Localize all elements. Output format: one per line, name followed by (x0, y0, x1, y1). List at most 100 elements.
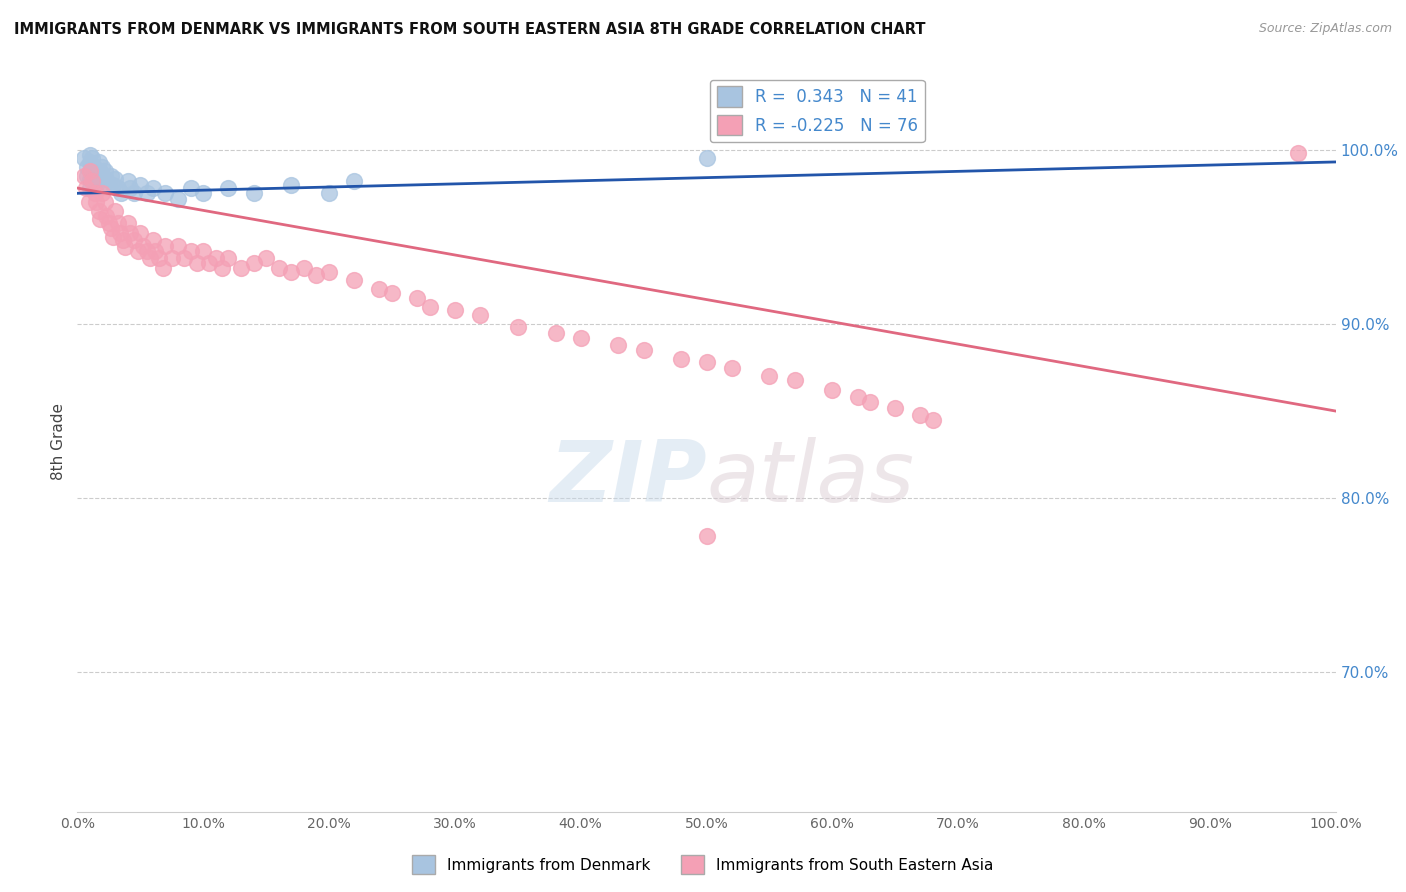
Point (79, 155, 101, 169)
Point (79, 148, 101, 162)
Point (180, 244, 202, 258)
Point (783, 373, 806, 387)
Point (633, 343, 655, 357)
Point (292, 261, 315, 276)
Point (280, 178, 302, 192)
Point (343, 273, 366, 287)
Point (94, 163, 117, 178)
Point (84, 169, 107, 183)
Point (229, 261, 252, 276)
Point (75, 181, 97, 195)
Point (191, 186, 215, 201)
Point (180, 181, 202, 195)
Point (142, 181, 165, 195)
Point (108, 227, 131, 241)
Point (152, 261, 174, 276)
Point (76, 169, 98, 183)
Point (758, 369, 780, 384)
Point (91, 186, 114, 201)
Point (204, 251, 226, 265)
Point (155, 238, 177, 252)
Point (87, 155, 110, 169)
Point (696, 152, 718, 166)
Point (910, 408, 932, 422)
Point (186, 256, 208, 270)
Point (101, 178, 124, 192)
Point (142, 233, 165, 247)
Point (191, 244, 215, 258)
Point (671, 351, 693, 366)
Point (922, 413, 945, 427)
Point (120, 181, 142, 195)
Point (72, 169, 94, 183)
Point (318, 265, 340, 279)
Point (96, 172, 118, 186)
Point (117, 216, 139, 230)
Point (89, 172, 111, 186)
Point (160, 251, 183, 265)
Text: ZIP: ZIP (548, 437, 707, 520)
Point (72, 152, 94, 166)
Point (100, 221, 122, 235)
Point (173, 251, 195, 265)
Point (84, 194, 107, 209)
Point (506, 320, 529, 334)
Point (107, 216, 129, 230)
Point (607, 338, 630, 352)
Point (569, 331, 592, 345)
Point (821, 383, 844, 397)
Point (280, 265, 302, 279)
Point (143, 244, 166, 258)
Point (696, 355, 718, 369)
Point (107, 181, 129, 195)
Point (97, 178, 120, 192)
Point (79, 181, 101, 195)
Point (135, 244, 157, 258)
Point (139, 251, 162, 265)
Point (76, 160, 98, 174)
Point (167, 238, 190, 252)
Point (127, 244, 149, 258)
Point (101, 230, 124, 244)
Point (419, 300, 441, 314)
Legend: Immigrants from Denmark, Immigrants from South Eastern Asia: Immigrants from Denmark, Immigrants from… (406, 849, 1000, 880)
Point (79, 163, 101, 178)
Point (155, 186, 177, 201)
Point (254, 251, 277, 265)
Point (381, 285, 404, 300)
Point (217, 251, 239, 265)
Point (406, 291, 429, 305)
Point (91, 169, 114, 183)
Point (83, 160, 105, 174)
Point (846, 390, 869, 404)
Point (167, 192, 190, 206)
Point (82, 152, 104, 166)
Point (94, 194, 117, 209)
Text: IMMIGRANTS FROM DENMARK VS IMMIGRANTS FROM SOUTH EASTERN ASIA 8TH GRADE CORRELAT: IMMIGRANTS FROM DENMARK VS IMMIGRANTS FR… (14, 22, 925, 37)
Point (97, 216, 120, 230)
Point (544, 326, 567, 340)
Legend: R =  0.343   N = 41, R = -0.225   N = 76: R = 0.343 N = 41, R = -0.225 N = 76 (710, 79, 925, 142)
Point (468, 308, 491, 322)
Point (104, 203, 127, 218)
Point (96, 209, 118, 223)
Point (859, 395, 882, 409)
Point (87, 203, 110, 218)
Point (79, 163, 101, 178)
Point (100, 169, 122, 183)
Point (720, 360, 742, 375)
Point (114, 240, 136, 254)
Point (368, 282, 391, 296)
Point (148, 251, 170, 265)
Point (120, 227, 142, 241)
Point (132, 238, 155, 252)
Point (117, 174, 139, 188)
Point (77, 194, 100, 209)
Text: atlas: atlas (707, 437, 914, 520)
Point (82, 174, 104, 188)
Point (884, 401, 907, 415)
Point (84, 178, 107, 192)
Y-axis label: 8th Grade: 8th Grade (51, 403, 66, 480)
Point (444, 303, 467, 318)
Point (217, 181, 239, 195)
